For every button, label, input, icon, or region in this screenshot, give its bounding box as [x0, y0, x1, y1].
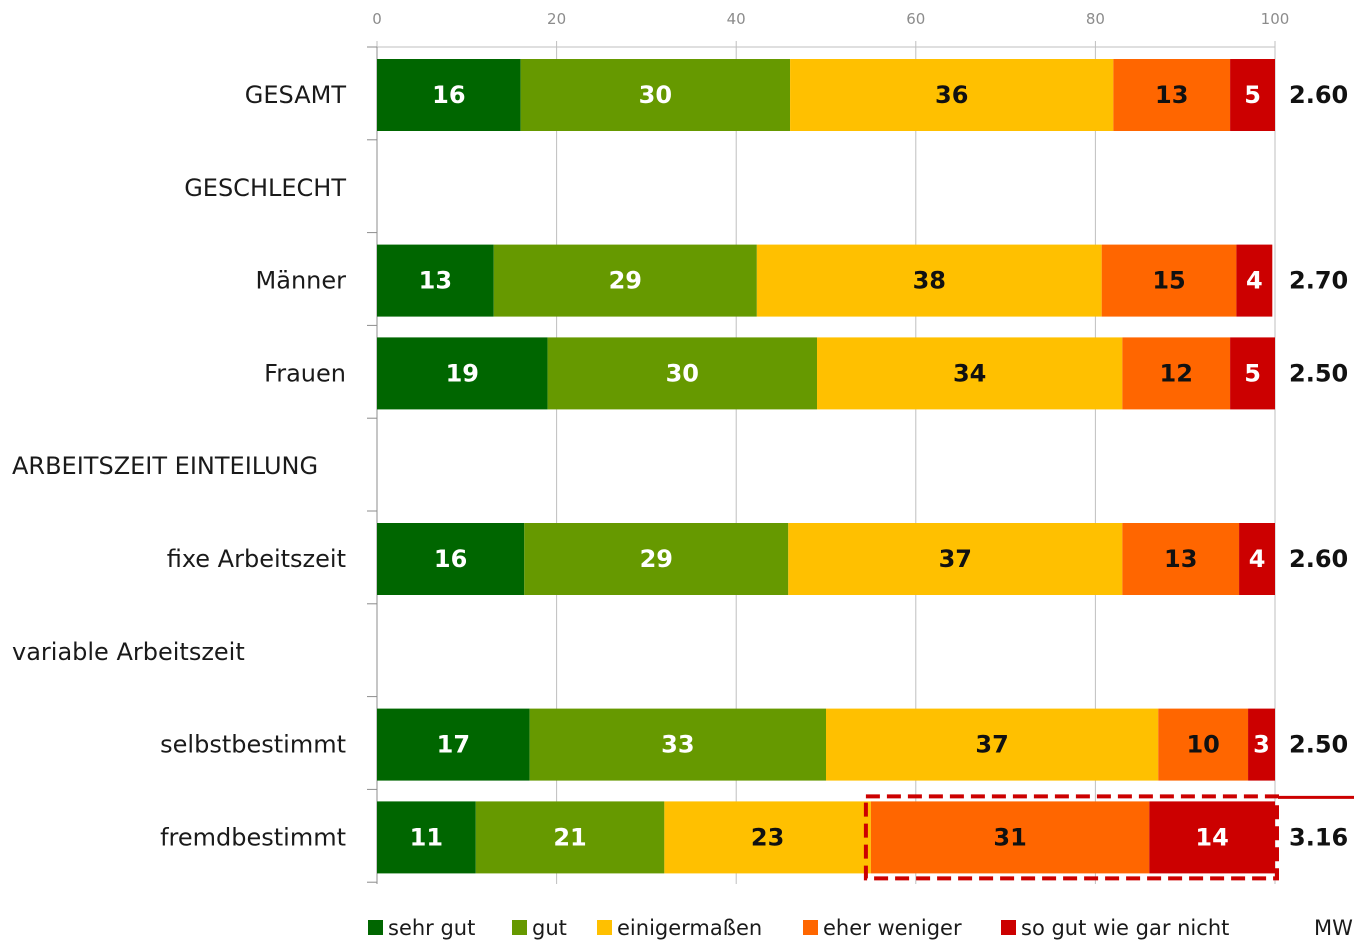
legend-swatch	[512, 920, 527, 935]
bar-segment	[529, 708, 826, 781]
data-label: 19	[446, 359, 479, 387]
highlight-box	[863, 794, 1280, 881]
mw-value: 2.70	[1289, 267, 1348, 295]
data-label: 23	[751, 823, 784, 851]
x-tick-label: 100	[1261, 10, 1290, 28]
bar-segment	[1122, 337, 1231, 410]
category-label: GESAMT	[245, 81, 347, 109]
bar-segment	[826, 708, 1159, 781]
bar-segment	[377, 337, 548, 410]
data-label: 13	[1155, 81, 1188, 109]
data-label: 5	[1244, 359, 1261, 387]
data-label: 33	[661, 731, 694, 759]
category-label: GESCHLECHT	[184, 174, 346, 202]
bar-segment	[1236, 244, 1273, 317]
data-label: 13	[1164, 545, 1197, 573]
legend-label: einigermaßen	[617, 916, 762, 940]
data-label: 31	[993, 823, 1026, 851]
data-label: 14	[1195, 823, 1228, 851]
data-label: 30	[666, 359, 699, 387]
bar-segment	[1158, 708, 1249, 781]
bar-segment	[377, 244, 494, 317]
bar-segment	[1239, 523, 1275, 595]
legend-label: sehr gut	[388, 916, 475, 940]
data-label: 12	[1160, 359, 1193, 387]
legend-swatch	[368, 920, 383, 935]
data-label: 29	[640, 545, 673, 573]
data-label: 16	[434, 545, 467, 573]
legend-label: gut	[532, 916, 567, 940]
bar-segment	[1230, 59, 1275, 131]
bar-segment	[377, 708, 530, 781]
category-label: ARBEITSZEIT EINTEILUNG	[12, 452, 318, 480]
data-label: 16	[432, 81, 465, 109]
bar-segment	[756, 244, 1102, 317]
data-label: 34	[953, 359, 986, 387]
data-label: 5	[1244, 81, 1261, 109]
category-label: fixe Arbeitszeit	[167, 545, 346, 573]
category-label: variable Arbeitszeit	[12, 638, 245, 666]
bar-segment	[1122, 523, 1240, 595]
bar-segment	[870, 801, 1150, 874]
legend-swatch	[1001, 920, 1016, 935]
bar-segment	[377, 801, 476, 874]
data-label: 36	[935, 81, 968, 109]
x-tick-label: 40	[727, 10, 746, 28]
bar-segment	[1248, 708, 1275, 781]
category-label: selbstbestimmt	[160, 731, 346, 759]
mw-legend-label: MW	[1314, 916, 1353, 940]
mw-value: 2.50	[1289, 731, 1348, 759]
bar-segment	[1113, 59, 1231, 131]
bar-segment	[547, 337, 818, 410]
bar-segment	[817, 337, 1123, 410]
data-label: 3	[1253, 731, 1270, 759]
data-label: 21	[553, 823, 586, 851]
data-label: 15	[1152, 267, 1185, 295]
data-label: 37	[975, 731, 1008, 759]
bar-segment	[664, 801, 871, 874]
bar-segment	[493, 244, 757, 317]
bar-segment	[1149, 801, 1275, 874]
mw-value: 2.50	[1289, 359, 1348, 387]
bar-segment	[377, 523, 525, 595]
data-label: 38	[913, 267, 946, 295]
category-label: Männer	[256, 267, 347, 295]
bar-segment	[788, 523, 1123, 595]
data-label: 37	[939, 545, 972, 573]
legend-label: eher weniger	[823, 916, 962, 940]
data-label: 4	[1249, 545, 1266, 573]
bar-segment	[524, 523, 789, 595]
bar-segment	[475, 801, 665, 874]
legend-label: so gut wie gar nicht	[1021, 916, 1229, 940]
x-tick-label: 0	[372, 10, 382, 28]
data-label: 10	[1186, 731, 1219, 759]
data-label: 29	[609, 267, 642, 295]
mw-value: 2.60	[1289, 545, 1348, 573]
data-label: 11	[410, 823, 443, 851]
bar-segment	[1101, 244, 1237, 317]
x-tick-label: 80	[1086, 10, 1105, 28]
mw-value: 2.60	[1289, 81, 1348, 109]
data-label: 17	[437, 731, 470, 759]
category-label: Frauen	[264, 359, 346, 387]
bar-segment	[1230, 337, 1275, 410]
x-tick-label: 20	[547, 10, 566, 28]
bar-segment	[790, 59, 1114, 131]
legend-swatch	[803, 920, 818, 935]
category-label: fremdbestimmt	[160, 823, 346, 851]
legend-swatch	[597, 920, 612, 935]
bar-segment	[377, 59, 521, 131]
bar-segment	[520, 59, 791, 131]
mw-value: 3.16	[1289, 823, 1348, 851]
x-tick-label: 60	[906, 10, 925, 28]
data-label: 30	[639, 81, 672, 109]
data-label: 13	[419, 267, 452, 295]
data-label: 4	[1246, 267, 1263, 295]
